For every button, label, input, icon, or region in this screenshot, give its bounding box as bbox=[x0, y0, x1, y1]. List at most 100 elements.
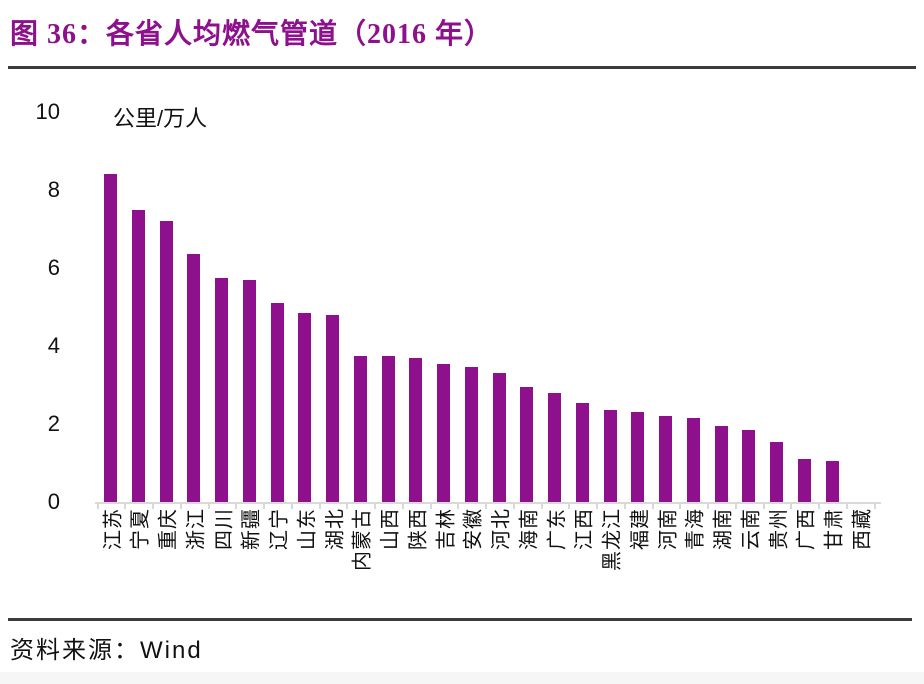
chart-bar bbox=[492, 373, 506, 502]
chart-bar bbox=[298, 312, 312, 502]
x-axis-label: 山东 bbox=[296, 508, 319, 550]
chart-bar bbox=[104, 174, 117, 502]
x-axis-tick bbox=[235, 504, 238, 509]
x-axis-label: 山西 bbox=[379, 508, 402, 550]
x-axis-tick bbox=[152, 504, 154, 509]
x-axis-tick bbox=[290, 504, 293, 509]
chart-bar bbox=[464, 367, 478, 502]
y-axis-tick-label: 0 bbox=[47, 489, 60, 514]
x-axis-tick bbox=[96, 504, 99, 509]
x-axis-tick bbox=[401, 504, 404, 509]
bar-chart: 公里/万人 0 2 4 6 8 10 江苏 宁夏 重庆 浙江 四川 新疆 辽宁 山东 湖北 内蒙古 山西 陕西吉… bbox=[0, 80, 924, 610]
x-axis-label: 河南 bbox=[657, 508, 679, 550]
x-axis-tick bbox=[457, 504, 460, 509]
x-axis-tick bbox=[734, 504, 737, 509]
chart-bar bbox=[353, 355, 367, 502]
x-axis-tick bbox=[568, 504, 571, 509]
x-axis-label: 甘肃 bbox=[823, 508, 846, 550]
x-axis-label: 海南 bbox=[518, 508, 541, 550]
chart-bar bbox=[270, 303, 284, 502]
x-axis-label: 湖南 bbox=[712, 508, 735, 550]
page-edge-strip bbox=[0, 672, 924, 684]
x-axis-tick bbox=[485, 504, 487, 509]
x-axis-tick bbox=[623, 504, 626, 509]
x-axis-label: 河北 bbox=[490, 508, 513, 550]
y-axis-tick-label: 2 bbox=[47, 411, 60, 436]
x-axis-label: 陕西 bbox=[407, 508, 430, 550]
chart-bar bbox=[575, 402, 589, 502]
x-axis-label: 青海 bbox=[684, 508, 707, 550]
chart-bar bbox=[742, 429, 756, 502]
chart-bar bbox=[659, 416, 672, 502]
chart-bar bbox=[686, 418, 700, 502]
x-axis-tick bbox=[318, 504, 321, 509]
chart-bar bbox=[714, 425, 728, 502]
x-axis-label: 浙江 bbox=[185, 508, 208, 550]
x-axis-label: 福建 bbox=[629, 508, 652, 550]
bottom-divider bbox=[8, 618, 912, 621]
chart-bar bbox=[131, 209, 145, 502]
chart-bar bbox=[437, 363, 450, 502]
figure-title: 图 36：各省人均燃气管道（2016 年） bbox=[10, 19, 494, 50]
y-axis-tick-label: 8 bbox=[47, 177, 60, 202]
x-axis-tick bbox=[263, 504, 265, 509]
top-divider bbox=[8, 66, 916, 69]
x-axis-tick bbox=[679, 504, 682, 509]
chart-bar bbox=[631, 412, 645, 502]
x-axis-tick bbox=[540, 504, 543, 509]
x-axis-label: 江苏 bbox=[102, 508, 124, 550]
x-axis-tick bbox=[207, 504, 210, 509]
x-axis-label: 云南 bbox=[740, 508, 763, 550]
source-attribution: 资料来源：Wind bbox=[10, 637, 203, 664]
x-axis-line bbox=[95, 502, 881, 504]
x-axis-label: 湖北 bbox=[324, 508, 346, 550]
x-axis-tick bbox=[512, 504, 515, 509]
chart-bar bbox=[520, 386, 534, 502]
x-axis-label: 广东 bbox=[546, 508, 568, 550]
chart-bar bbox=[825, 461, 839, 502]
chart-bar bbox=[797, 459, 811, 502]
x-axis-label: 西藏 bbox=[851, 508, 874, 550]
x-axis-label: 黑龙江 bbox=[601, 508, 624, 571]
x-axis-tick bbox=[374, 504, 376, 509]
x-axis-tick bbox=[651, 504, 654, 509]
chart-bar bbox=[770, 441, 783, 502]
plot-area: 江苏 宁夏 重庆 浙江 四川 新疆 辽宁 山东 湖北 内蒙古 山西 陕西 吉林 安徽 河北 海南 广东 江西 黑龙江… bbox=[95, 80, 885, 610]
y-axis-tick-label: 4 bbox=[47, 333, 60, 358]
x-axis-label: 新疆 bbox=[240, 508, 263, 550]
x-axis-label: 辽宁 bbox=[268, 508, 291, 550]
chart-bar bbox=[187, 254, 201, 502]
x-axis-label: 宁夏 bbox=[129, 508, 152, 550]
chart-bar bbox=[548, 392, 561, 502]
chart-bar bbox=[603, 410, 617, 502]
chart-bar bbox=[326, 314, 339, 502]
x-axis-label: 吉林 bbox=[435, 508, 457, 550]
x-axis-label: 广西 bbox=[795, 508, 818, 550]
x-axis-label: 安徽 bbox=[462, 508, 485, 550]
x-axis-tick bbox=[179, 504, 182, 509]
x-axis-tick bbox=[346, 504, 349, 509]
y-axis-unit-label: 公里/万人 bbox=[113, 106, 208, 131]
x-axis-tick bbox=[845, 504, 848, 509]
x-axis-label: 贵州 bbox=[768, 508, 790, 550]
x-axis-tick bbox=[429, 504, 432, 509]
x-axis-tick bbox=[707, 504, 709, 509]
x-axis-tick bbox=[818, 504, 820, 509]
chart-bar bbox=[381, 355, 395, 502]
x-axis-label: 内蒙古 bbox=[351, 508, 374, 571]
chart-bar bbox=[242, 279, 256, 502]
chart-bar bbox=[409, 357, 423, 502]
x-axis-label: 重庆 bbox=[157, 508, 180, 550]
x-axis-tick bbox=[762, 504, 765, 509]
x-axis-tick bbox=[596, 504, 598, 509]
x-axis-tick bbox=[790, 504, 793, 509]
chart-bar bbox=[159, 221, 173, 502]
x-axis-label: 江西 bbox=[573, 508, 596, 550]
x-axis-label: 四川 bbox=[213, 508, 235, 550]
y-axis-tick-label: 6 bbox=[47, 255, 60, 280]
chart-bar bbox=[215, 277, 228, 502]
y-axis-tick-label: 10 bbox=[35, 99, 60, 124]
x-axis-tick bbox=[124, 504, 127, 509]
x-axis-tick bbox=[873, 504, 876, 509]
